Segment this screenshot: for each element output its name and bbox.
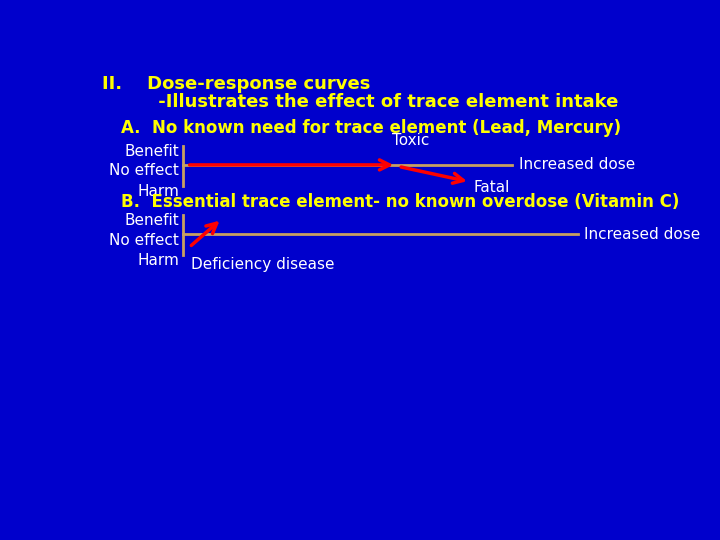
Text: Toxic: Toxic [392, 133, 430, 148]
Text: II.    Dose-response curves: II. Dose-response curves [102, 75, 370, 93]
Text: -Illustrates the effect of trace element intake: -Illustrates the effect of trace element… [102, 93, 618, 111]
Text: Increased dose: Increased dose [585, 227, 701, 242]
Text: A.  No known need for trace element (Lead, Mercury): A. No known need for trace element (Lead… [121, 119, 621, 137]
Text: Increased dose: Increased dose [518, 157, 635, 172]
Text: No effect: No effect [109, 233, 179, 248]
Text: No effect: No effect [109, 164, 179, 178]
Text: Benefit: Benefit [125, 213, 179, 228]
Text: Harm: Harm [138, 184, 179, 199]
Text: Benefit: Benefit [125, 144, 179, 159]
Text: Fatal: Fatal [474, 180, 510, 195]
Text: Deficiency disease: Deficiency disease [191, 257, 334, 272]
Text: B.  Essential trace element- no known overdose (Vitamin C): B. Essential trace element- no known ove… [121, 193, 680, 211]
Text: Harm: Harm [138, 253, 179, 268]
